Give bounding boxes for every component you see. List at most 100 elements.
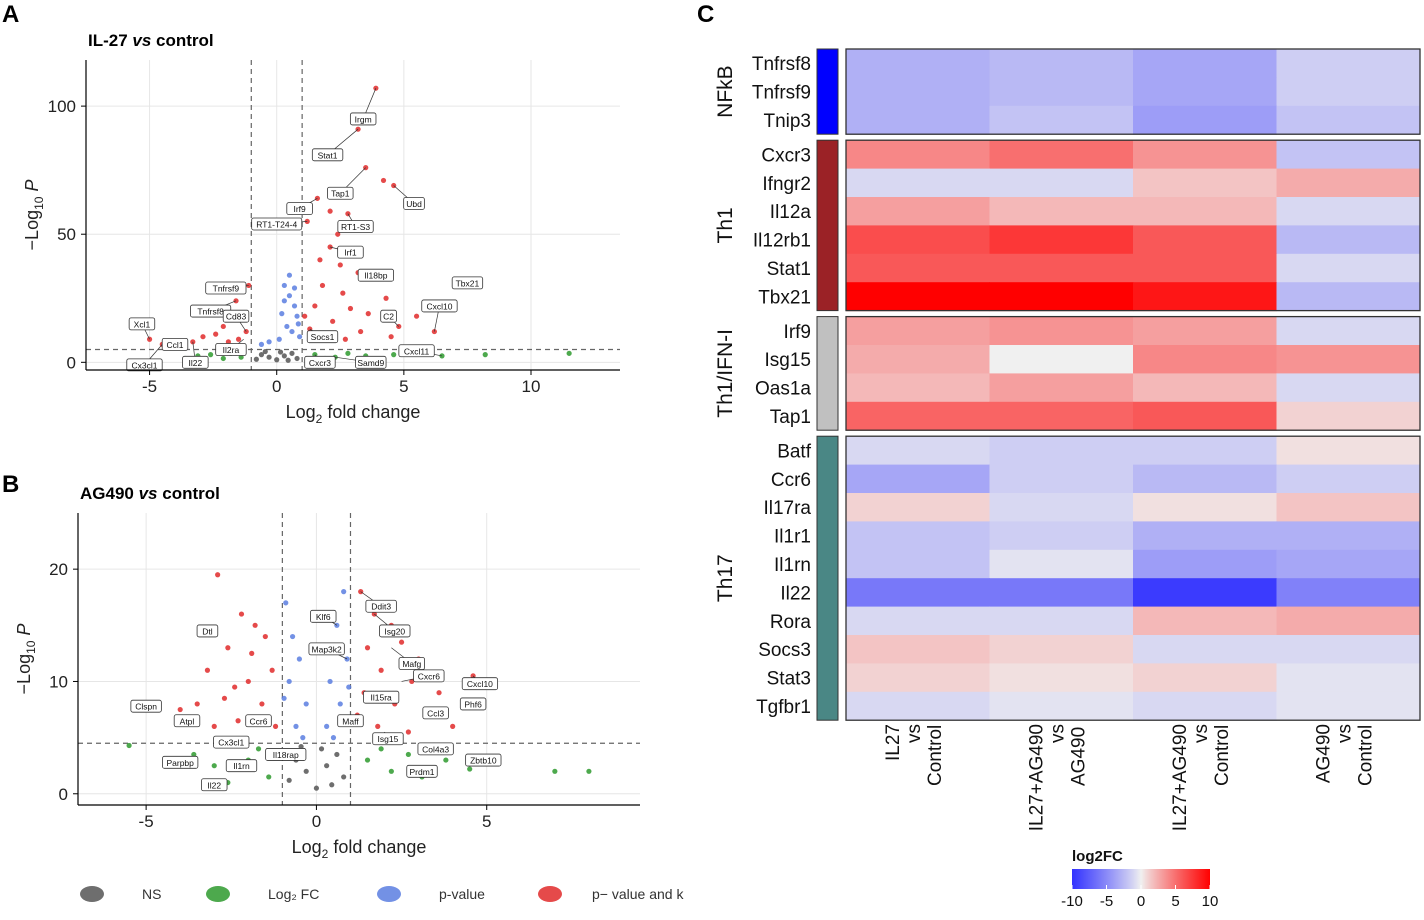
data-point-log2fc [586, 768, 592, 774]
data-point-both [345, 211, 351, 217]
annotation-box [182, 355, 209, 369]
gene-label: Tnfrsf9 [752, 83, 811, 104]
annotation-box [398, 657, 425, 670]
heatmap-cell [1276, 635, 1421, 664]
heatmap-cell [846, 549, 990, 579]
data-point-pvalue [297, 334, 303, 340]
heatmap-cell [989, 282, 1134, 312]
annotation-label: Stat1 [318, 150, 338, 160]
chart-title-rest: control [158, 484, 220, 503]
heatmap-cell [989, 316, 1134, 346]
annotation-box [245, 714, 272, 728]
x-tick-label: -5 [139, 812, 154, 831]
annotation-box [379, 624, 411, 638]
data-point-both [383, 295, 389, 301]
heatmap-cell [1133, 606, 1277, 636]
gene-label: Tbx21 [758, 287, 811, 308]
heatmap-cell [989, 436, 1134, 466]
chart-title-vs: vs [139, 484, 158, 503]
heatmap-cell [1133, 105, 1277, 135]
annotation-box [422, 706, 449, 720]
data-point-both [221, 695, 228, 701]
annotation-label: Isg20 [384, 626, 405, 636]
chart-title: IL-27 vs control [88, 31, 214, 50]
heatmap-cell [1276, 691, 1421, 721]
data-point-ns [286, 777, 292, 783]
data-point-both [220, 323, 226, 330]
data-point-both [190, 339, 196, 345]
annotation-box [380, 309, 397, 323]
x-axis-label-sub: 2 [316, 412, 323, 426]
data-point-pvalue [295, 321, 301, 327]
x-axis-label-rest: fold change [328, 837, 426, 857]
y-axis-label: −Log10 P [14, 624, 38, 695]
annotation-box [130, 699, 162, 713]
heatmap-cell [1133, 691, 1277, 721]
annotation-label: Zbtb10 [470, 756, 497, 766]
annotation-label: Ubd [406, 199, 422, 209]
gene-label: Il12rb1 [753, 231, 811, 252]
annotation-box [286, 202, 313, 215]
legend-tick-label: 10 [1202, 893, 1219, 910]
x-tick-label: 5 [399, 377, 408, 396]
annotation-label: Prdm1 [409, 767, 434, 777]
heatmap-cell [1133, 49, 1277, 78]
data-point-ns [258, 352, 265, 358]
heatmap-cell [1276, 401, 1421, 431]
data-point-pvalue [337, 701, 343, 707]
heatmap-cell [989, 635, 1134, 664]
annotation-box [128, 317, 156, 331]
heatmap-cell [1276, 282, 1421, 312]
gene-label: Il1rn [774, 555, 811, 576]
data-point-both [259, 701, 265, 707]
annotation-label: Xcl1 [134, 319, 151, 329]
heatmap-cell [989, 253, 1134, 283]
data-point-both [450, 723, 456, 729]
data-point-ns [298, 744, 304, 750]
gene-label: Oas1a [755, 379, 811, 400]
y-axis-label-main: −Log [22, 210, 42, 251]
annotation-label: Col4a3 [422, 744, 449, 754]
heatmap-cell [1133, 436, 1277, 466]
y-axis-label: −Log10 P [22, 180, 46, 251]
y-tick-label: 20 [49, 560, 68, 579]
annotation-label: Cxcl10 [426, 301, 452, 311]
data-point-both [235, 336, 242, 342]
data-point-log2fc [220, 355, 226, 362]
legend-marker-both [538, 886, 562, 902]
annotation-box [421, 299, 458, 313]
annotation-label: Phf6 [464, 699, 482, 709]
data-point-pvalue [300, 735, 306, 741]
gene-label: Ccr6 [771, 470, 811, 491]
group-bar-nfkb [816, 48, 839, 135]
annotation-label: Dtl [202, 626, 213, 636]
heatmap-cell [1133, 635, 1277, 664]
data-point-both [249, 650, 255, 656]
annotation-box [205, 281, 247, 295]
data-point-log2fc [255, 746, 262, 752]
annotation-label: Il22 [207, 780, 221, 790]
data-point-both [213, 331, 219, 337]
column-label-line2: vs [1191, 724, 1212, 743]
annotation-box [337, 714, 364, 728]
annotation-label: Tnfrsf8 [197, 307, 224, 317]
data-point-both [327, 244, 333, 250]
heatmap-cell [989, 493, 1134, 522]
gene-label: Tnip3 [763, 111, 811, 132]
data-point-pvalue [289, 633, 296, 640]
data-point-both [194, 701, 200, 707]
heatmap-cell [1133, 77, 1277, 107]
group-label: Th17 [714, 554, 737, 602]
gene-label: Ifngr2 [762, 174, 811, 195]
heatmap-cell [1276, 140, 1421, 170]
data-point-both [211, 723, 217, 729]
data-point-pvalue [286, 678, 292, 685]
data-point-pvalue [341, 589, 347, 595]
volcano-plot-a: Irgm Stat1 Tap1 Ubd Irf9 RT1-S3 RT1-T24-4 Irf1 I… [22, 31, 620, 426]
data-point-pvalue [296, 656, 302, 662]
chart-title: AG490 vs control [80, 484, 220, 503]
column-label-line3: Control [1212, 725, 1233, 786]
heatmap-cell [1276, 549, 1421, 579]
legend-label: Log₂ FC [268, 886, 319, 902]
column-label-line2: vs [1047, 724, 1068, 743]
